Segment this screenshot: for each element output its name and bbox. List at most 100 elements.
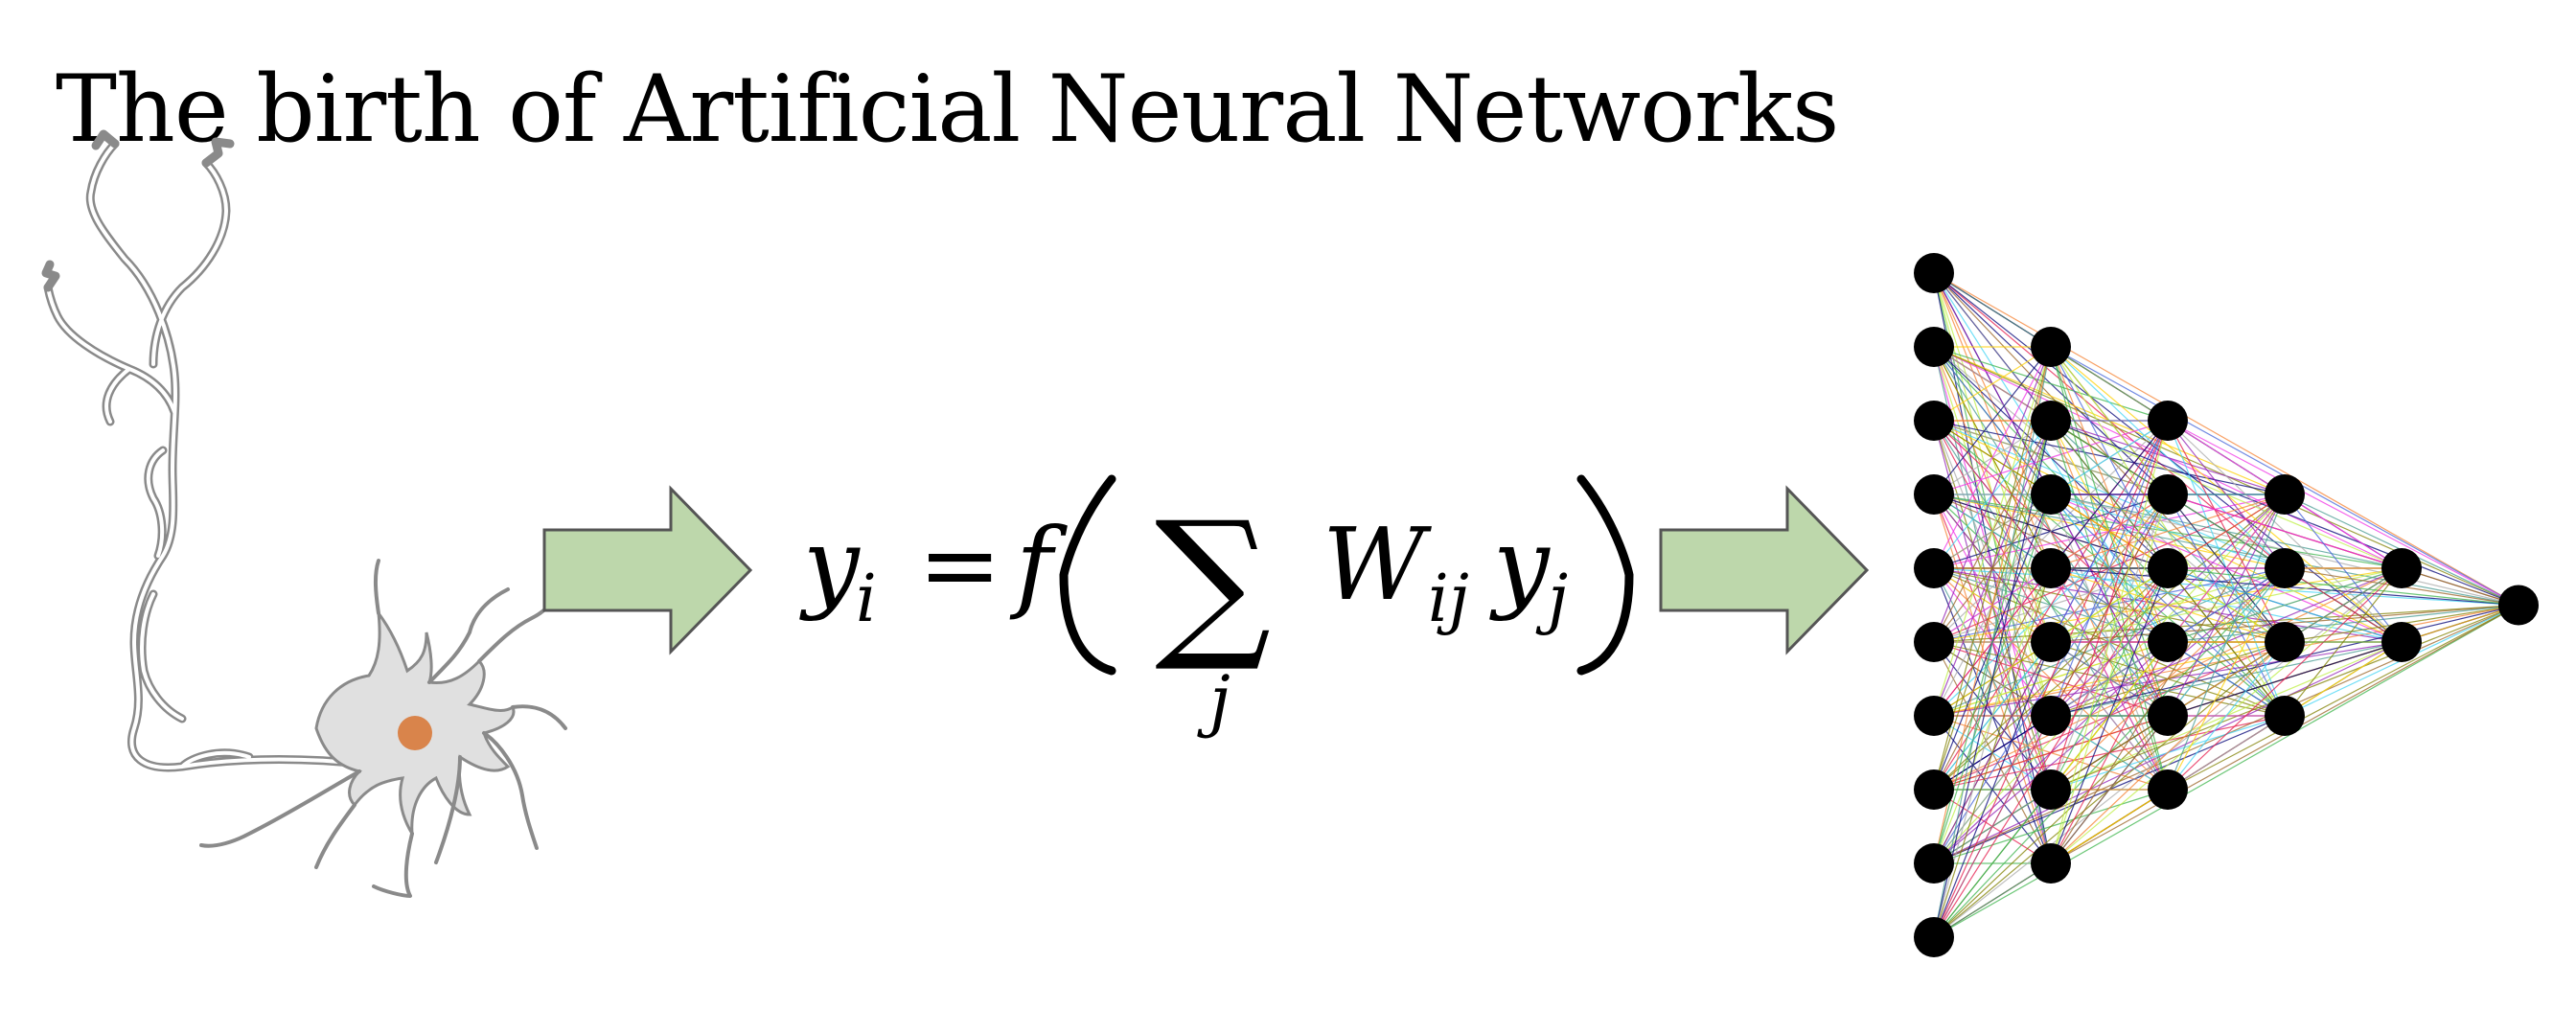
network-edge [2050,494,2286,717]
neuron-axon-inner [46,142,385,769]
eq-equals: = [918,506,1001,623]
neural-network-diagram [1914,253,2539,957]
network-node [2031,769,2071,810]
network-node [1914,253,1954,293]
network-edge [2050,567,2169,864]
network-edge [2050,420,2169,791]
network-node [1914,548,1954,588]
network-node [1914,769,1954,810]
eq-right-paren [1576,474,1634,676]
network-edge [2167,641,2286,791]
eq-weight-sub: ij [1428,562,1469,637]
network-node [2265,474,2305,515]
eq-sum: ∑ [1155,487,1271,677]
network-edge [2284,567,2403,643]
network-node [2265,548,2305,588]
network-node [2031,622,2071,662]
network-node [2498,585,2539,626]
network-node [2148,696,2188,736]
network-node [1914,401,1954,441]
network-node [2148,401,2188,441]
network-edge [1933,346,2052,569]
network-node [2148,769,2188,810]
network-node [2031,696,2071,736]
network-edge [1933,420,2169,643]
network-node [1914,917,1954,957]
network-edges [1933,272,2519,938]
network-edge [1933,420,2169,495]
network-edge [1933,420,2052,938]
network-node [2031,843,2071,884]
right-arrow-icon [542,485,753,655]
network-edge [2050,420,2169,569]
network-node [2148,474,2188,515]
network-edge [2050,494,2286,569]
network-edge [2050,494,2169,864]
eq-var: y [1489,506,1551,623]
network-edge [2050,420,2169,717]
eq-func: f [1009,506,1068,623]
network-node [2031,401,2071,441]
network-node [1914,696,1954,736]
network-edge [2284,494,2403,569]
network-edge [2050,494,2286,864]
neuron-axon-outline [43,139,388,772]
neuron-axon [43,139,388,772]
network-edge [2167,494,2286,643]
network-edge [1933,346,2169,422]
network-edge [2050,641,2169,864]
slide-title: The birth of Artificial Neural Networks [56,56,1839,163]
network-edge [2050,420,2169,495]
eq-left-paren [1059,474,1116,676]
neuron-nucleus [398,716,432,750]
network-edge [1933,346,2052,938]
network-edge [1933,641,2052,938]
network-node [2148,622,2188,662]
eq-lhs: y [799,506,861,623]
network-edge [2167,604,2519,791]
network-node [2031,327,2071,367]
network-node [2381,548,2422,588]
network-edge [2284,567,2403,717]
network-edge [2050,641,2286,864]
network-edge [1933,346,2052,495]
network-node [1914,327,1954,367]
network-edge [2050,420,2169,643]
network-edge [2050,420,2286,495]
network-edge [2401,604,2519,643]
network-edge [1933,346,2052,864]
network-edge [1933,567,2052,938]
network-edge [1933,567,2169,938]
network-edge [1933,346,2052,717]
network-edge [1933,420,2169,791]
network-node [2265,696,2305,736]
network-edge [1933,420,2169,938]
network-edge [2167,420,2519,607]
network-node [1914,843,1954,884]
network-node [2381,622,2422,662]
dendrite-tips [41,129,235,292]
network-node [2148,548,2188,588]
network-edge [1933,272,2519,607]
network-node [2031,474,2071,515]
neuron-illustration [41,129,567,898]
network-edge [1933,346,2052,422]
network-edge [2167,494,2286,717]
network-nodes [1914,253,2539,957]
network-edge [1933,604,2519,938]
network-node [2031,548,2071,588]
network-edge [2167,494,2286,791]
network-node [2265,622,2305,662]
network-node [1914,474,1954,515]
network-edge [2284,641,2403,717]
equation: y i = f ∑ j W ij y j [799,474,1634,740]
network-edge [2167,494,2286,569]
right-arrow-icon [1659,485,1870,655]
network-edge [1933,346,2052,643]
network-node [1914,622,1954,662]
network-edge [2167,567,2403,791]
eq-lhs-sub: i [856,562,877,637]
eq-weight: W [1322,506,1432,623]
network-edge [1933,715,2169,938]
